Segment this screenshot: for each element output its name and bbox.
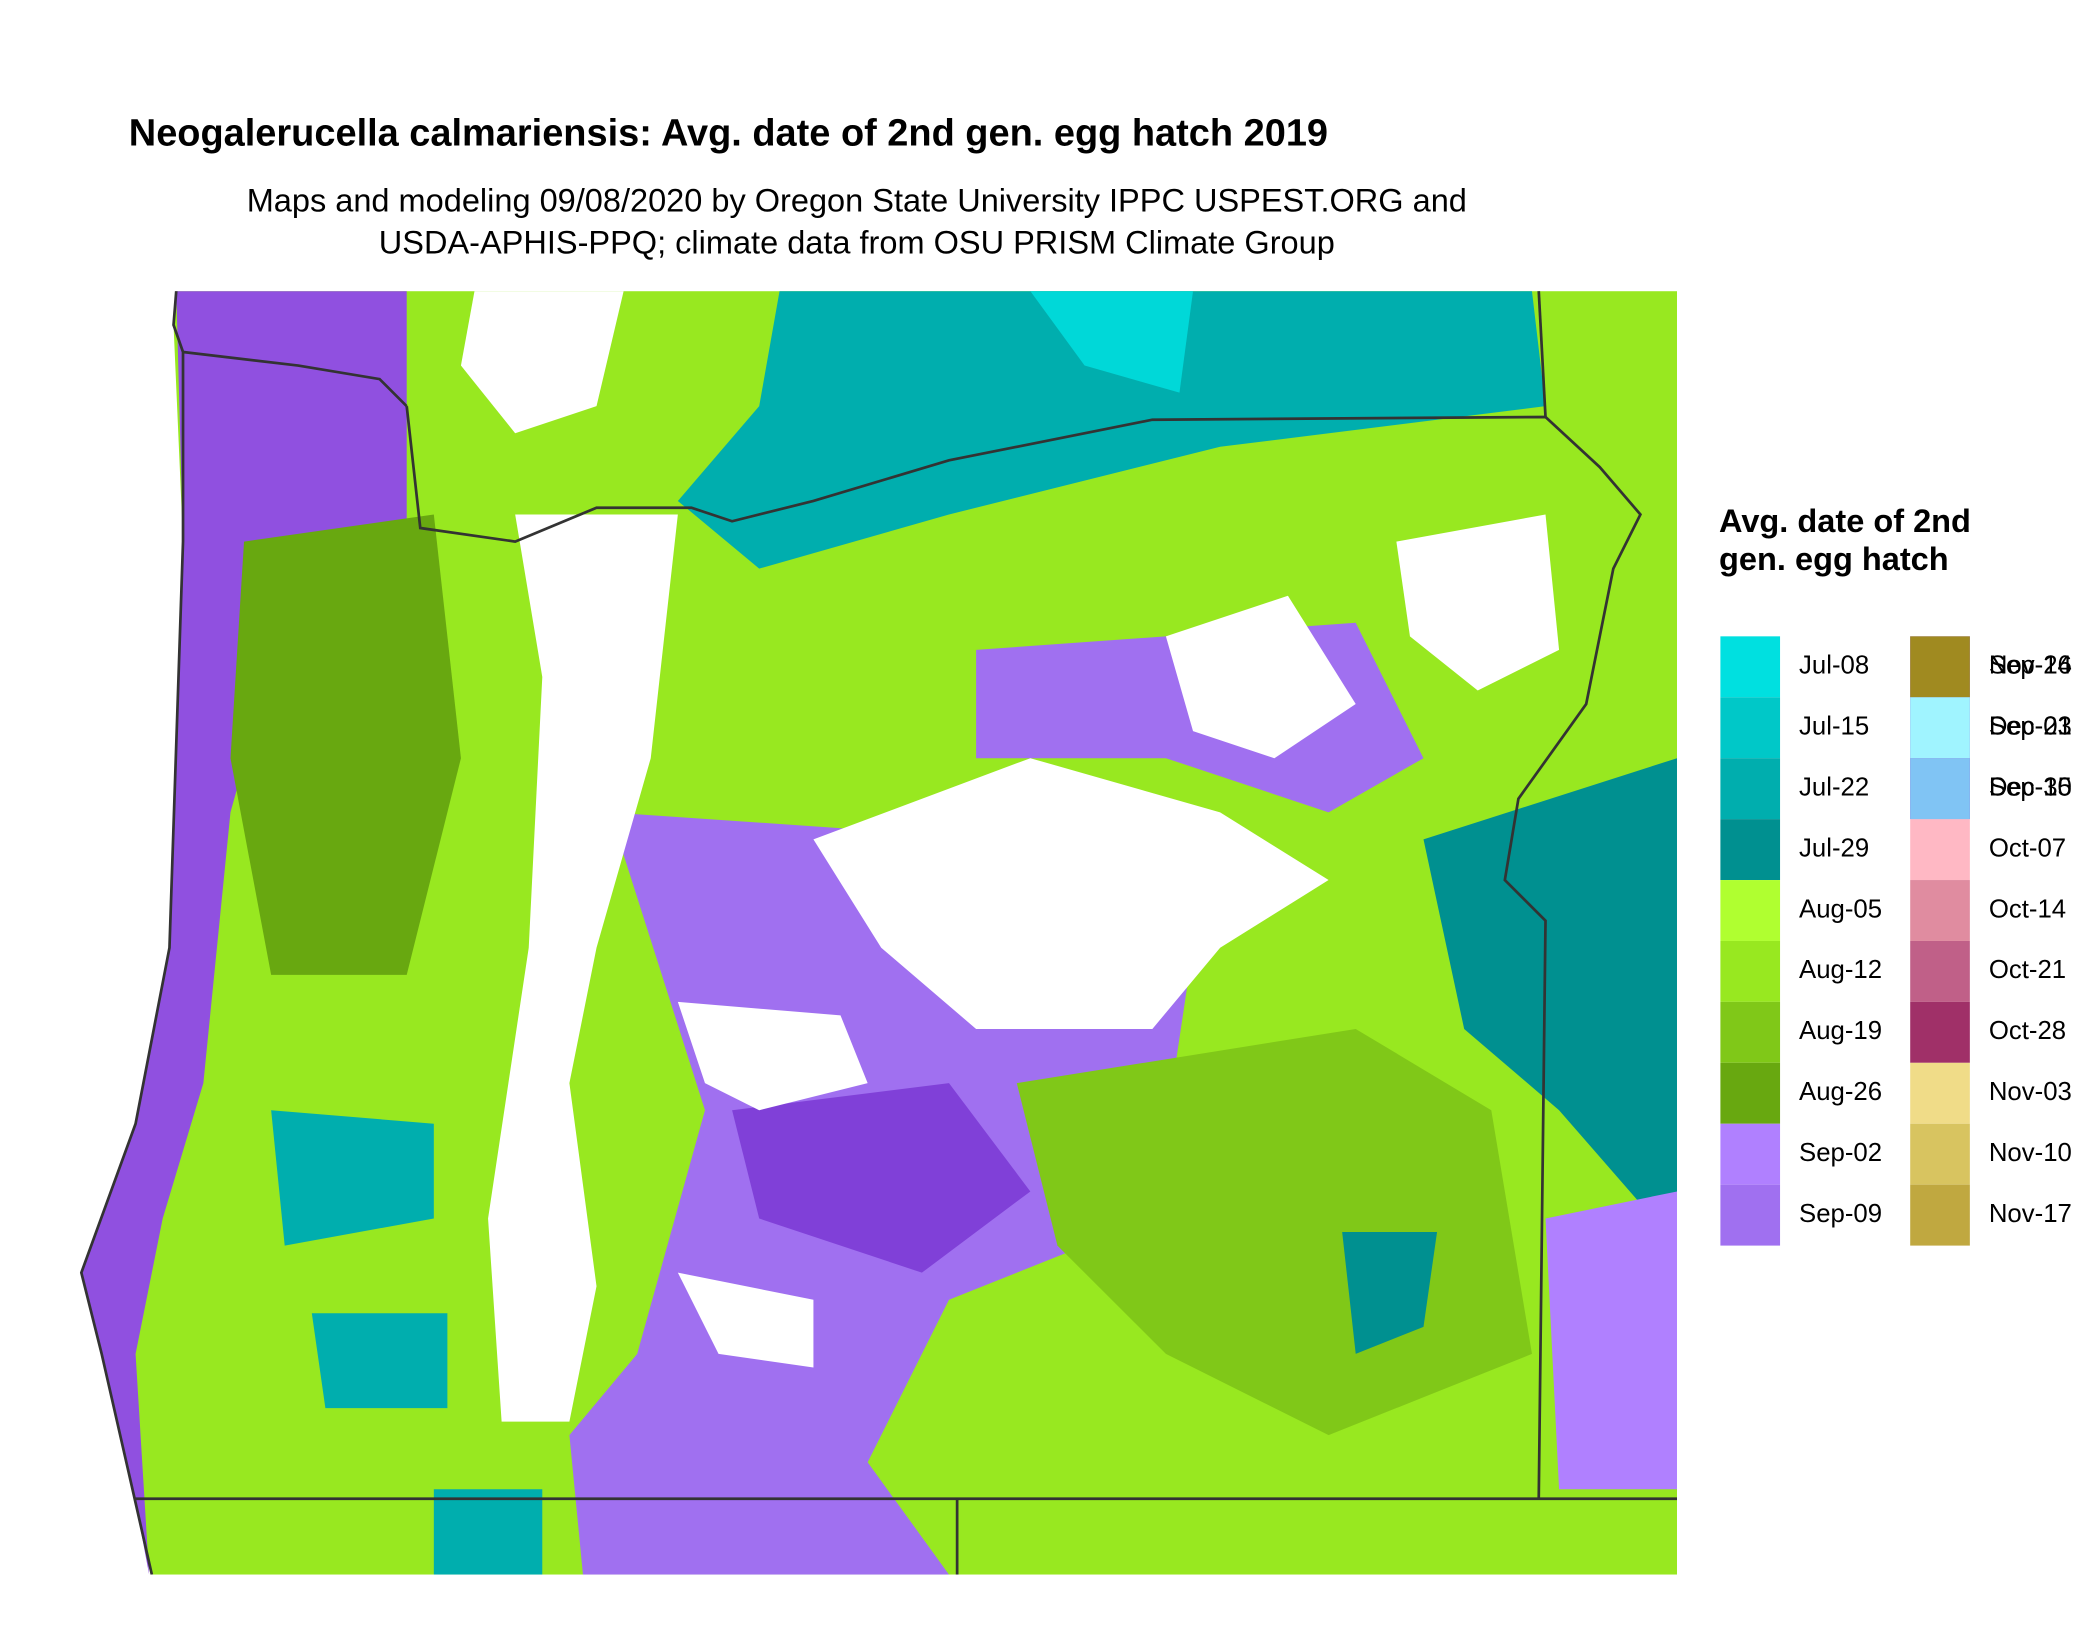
map (79, 291, 1678, 1575)
legend-swatch (1720, 1123, 1781, 1185)
no-data (677, 1272, 814, 1368)
legend-label: Dec-15 (1989, 773, 2072, 801)
legend-swatch (1910, 1062, 1970, 1124)
legend-swatch (1910, 1001, 1970, 1063)
legend-label: Nov-17 (1989, 1200, 2072, 1228)
legend-swatch (1720, 636, 1781, 698)
legend-label: Oct-28 (1989, 1017, 2066, 1045)
legend-swatch (1910, 636, 1970, 698)
region (1545, 1191, 1678, 1490)
legend-swatch (1910, 1184, 1970, 1246)
legend-swatch (1910, 1123, 1970, 1185)
region (311, 1313, 448, 1409)
legend-label: Nov-10 (1989, 1139, 2072, 1167)
region (433, 1489, 543, 1575)
legend-label: Aug-12 (1799, 956, 1882, 984)
region (732, 1083, 1031, 1273)
legend-swatch (1720, 880, 1781, 941)
legend-label: Aug-26 (1799, 1078, 1882, 1106)
legend-label: Jul-29 (1799, 834, 1869, 862)
legend-label: Nov-24 (1989, 652, 2072, 680)
no-data (813, 758, 1329, 1029)
legend-swatch (1910, 880, 1970, 941)
no-data (677, 1001, 868, 1111)
no-data (460, 291, 624, 434)
legend-label: Sep-23 (1989, 713, 2072, 741)
legend-label: Sep-02 (1799, 1139, 1882, 1167)
legend-label: Aug-05 (1799, 895, 1882, 923)
no-data (1396, 514, 1560, 691)
legend-label: Oct-21 (1989, 956, 2066, 984)
legend-swatch (1720, 697, 1781, 759)
legend-swatch (1910, 940, 1970, 1002)
legend-label: Aug-19 (1799, 1017, 1882, 1045)
legend-label: Dec-01 (1989, 713, 2072, 741)
legend-swatch (1720, 758, 1781, 820)
legend-label: Jul-22 (1799, 773, 1869, 801)
no-data (1165, 595, 1356, 759)
legend-label: Jul-15 (1799, 713, 1869, 741)
region (230, 514, 461, 975)
no-data (488, 514, 678, 1422)
legend-title: Avg. date of 2nd gen. egg hatch (1719, 503, 1971, 579)
legend-label: Nov-03 (1989, 1078, 2072, 1106)
legend-swatch (1910, 758, 1970, 820)
legend-swatch (1910, 697, 1970, 759)
legend-swatch (1910, 819, 1970, 881)
legend-label: Sep-30 (1989, 773, 2072, 801)
region (677, 291, 1546, 569)
legend-swatch (1720, 1001, 1781, 1063)
map-title: Neogalerucella calmariensis: Avg. date o… (129, 112, 1328, 154)
legend-swatch (1720, 819, 1781, 881)
legend-swatch (1720, 1062, 1781, 1124)
legend-label: Sep-09 (1799, 1200, 1882, 1228)
legend-label: Jul-08 (1799, 652, 1869, 680)
borders (79, 291, 1678, 1575)
legend-label: Oct-14 (1989, 895, 2066, 923)
legend-label: Sep-16 (1989, 652, 2072, 680)
legend-swatch (1720, 940, 1781, 1002)
subtitle: USDA-APHIS-PPQ; climate data from OSU PR… (379, 225, 1335, 261)
legend-title-box: Avg. date of 2nd gen. egg hatch (1719, 503, 1971, 579)
region (1342, 1232, 1438, 1354)
region (271, 1110, 434, 1246)
subtitle: Maps and modeling 09/08/2020 by Oregon S… (247, 183, 1467, 219)
legend-swatch (1720, 1184, 1781, 1246)
region (1423, 758, 1678, 1246)
region (1030, 291, 1194, 393)
legend: Jul-08 Jul-15 Jul-22 Jul-29 Aug-05 Aug-12 Aug-… (1720, 636, 2072, 1246)
legend-label: Oct-07 (1989, 834, 2066, 862)
